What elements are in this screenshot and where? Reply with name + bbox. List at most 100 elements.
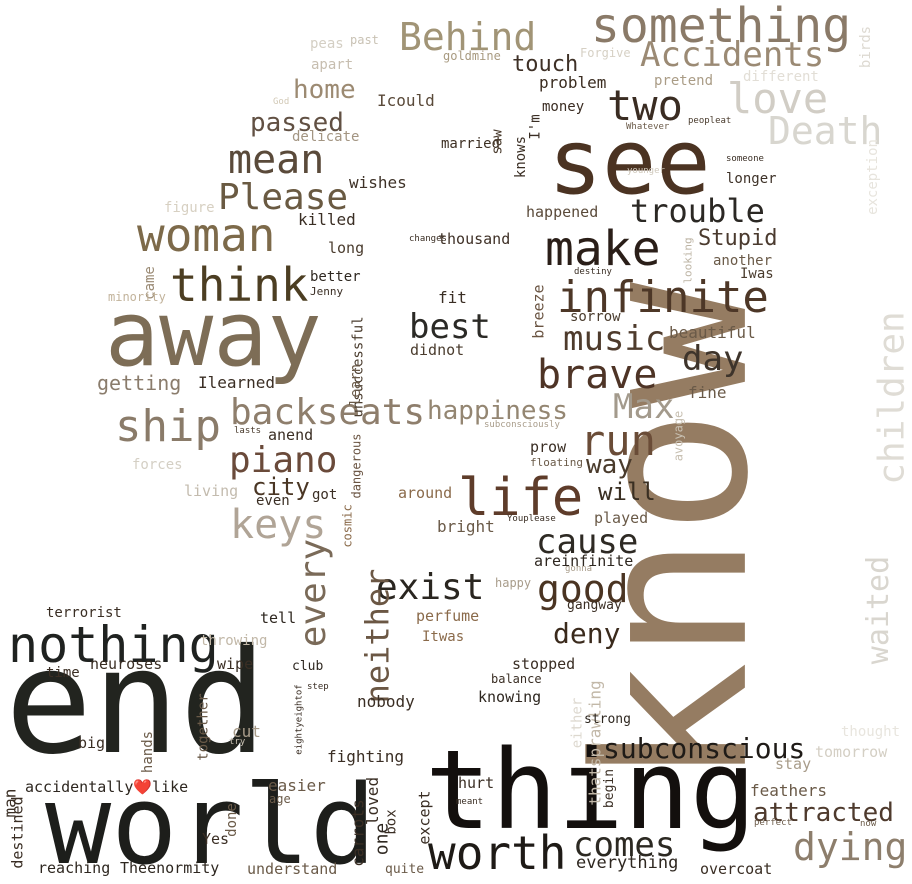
word-tell: tell xyxy=(260,609,297,627)
word-overcoat: overcoat xyxy=(700,860,773,878)
word-best: best xyxy=(409,307,491,347)
word-wipe: wipe xyxy=(217,655,254,673)
word-music: music xyxy=(563,319,666,359)
word-peopleat: peopleat xyxy=(688,116,732,126)
word-theenormity: Theenormity xyxy=(120,859,220,877)
word-exception: exception xyxy=(864,139,881,215)
word-one: one xyxy=(371,822,393,856)
word-money: money xyxy=(542,99,585,115)
word-forces: forces xyxy=(132,457,183,473)
word-problem: problem xyxy=(539,73,607,92)
word-perfect: perfect xyxy=(754,818,792,828)
word-hands: hands xyxy=(140,730,157,774)
word-happened: happened xyxy=(526,203,599,221)
word-home: home xyxy=(293,75,356,105)
word-balance: balance xyxy=(491,672,542,686)
word-think: think xyxy=(170,258,309,312)
word-goldmine: goldmine xyxy=(443,49,501,63)
word-dying: dying xyxy=(793,825,908,869)
word-god: God xyxy=(273,97,290,107)
word-long: long xyxy=(328,239,365,257)
word-lasts: lasts xyxy=(234,426,262,436)
word-either: either xyxy=(569,697,586,749)
word-birds: birds xyxy=(858,25,875,69)
word-every: every xyxy=(293,538,335,648)
word-happiness: happiness xyxy=(427,396,568,426)
word-time: time xyxy=(46,665,80,681)
word-max: Max xyxy=(613,387,675,427)
word-even: even xyxy=(256,493,290,509)
word-icould: Icould xyxy=(377,91,435,110)
word-sorrow: sorrow xyxy=(570,309,621,325)
word-make: make xyxy=(545,221,661,277)
word-terrorist: terrorist xyxy=(46,605,122,621)
word-together: together xyxy=(195,693,212,761)
word-everything: everything xyxy=(576,853,679,873)
word-looking: looking xyxy=(681,237,695,284)
word-stupid: Stupid xyxy=(698,226,778,251)
word-except: except xyxy=(415,790,434,845)
word-accidentally-like: accidentally❤️like xyxy=(25,778,189,796)
word-love: love xyxy=(727,74,829,123)
word-comes: comes xyxy=(573,825,676,865)
word-delicate: delicate xyxy=(292,129,360,145)
word-areinfinite: areinfinite xyxy=(534,552,634,570)
word-saw: saw xyxy=(489,129,506,155)
word-didnot: didnot xyxy=(410,341,465,359)
word-pretend: pretend xyxy=(654,73,714,89)
word-brave: brave xyxy=(537,352,658,398)
word-run: run xyxy=(580,416,656,465)
word-understand: understand xyxy=(247,860,338,878)
word-prow: prow xyxy=(530,438,567,456)
word-dangerous: dangerous xyxy=(349,433,364,499)
word-something: something xyxy=(591,0,852,54)
word-end: end xyxy=(5,618,267,787)
word-try: try xyxy=(229,737,246,747)
word-woman: woman xyxy=(137,208,276,262)
word-good: good xyxy=(537,567,629,611)
word-yes: Yes xyxy=(202,830,230,848)
word-married: married xyxy=(441,136,501,152)
word-tomorrow: tomorrow xyxy=(815,743,888,761)
word-children: children xyxy=(871,311,912,485)
word-knows: knows xyxy=(513,135,530,179)
word-i-m: I'm xyxy=(527,114,544,140)
word-thought: thought xyxy=(841,724,901,740)
word-cut: cut xyxy=(232,722,261,741)
word-big: big xyxy=(78,734,106,752)
word-away: away xyxy=(105,282,322,387)
word-exist: exist xyxy=(376,567,485,608)
word-forgive: Forgive xyxy=(580,46,631,60)
word-knowing: knowing xyxy=(478,688,542,706)
word-happy: happy xyxy=(495,576,532,590)
word-figure: figure xyxy=(164,200,215,216)
word-played: played xyxy=(594,509,649,527)
word-minority: minority xyxy=(108,290,166,304)
word-itwas: Itwas xyxy=(422,629,465,645)
word-nothing: nothing xyxy=(8,616,219,674)
word-throwing: throwing xyxy=(200,633,268,649)
word-getting: getting xyxy=(97,371,182,395)
word-longer: longer xyxy=(726,171,777,187)
word-attracted: attracted xyxy=(753,798,894,828)
word-apart: apart xyxy=(311,57,354,73)
word-ship: ship xyxy=(115,401,221,452)
word-thousand: thousand xyxy=(438,230,511,248)
word-fine: fine xyxy=(688,383,727,402)
word-reaching: reaching xyxy=(38,859,111,877)
word-day: day xyxy=(682,339,744,379)
word-backseats: backseats xyxy=(230,392,426,433)
word-fighting: fighting xyxy=(327,747,405,766)
word-stopped: stopped xyxy=(512,655,576,673)
word-nobody: nobody xyxy=(357,692,415,711)
word-waited: waited xyxy=(861,555,897,665)
word-two: two xyxy=(607,81,683,130)
word-carrots: carrots xyxy=(348,799,368,867)
word-whatever: Whatever xyxy=(626,122,670,132)
word-living: living xyxy=(184,482,239,500)
word-strong: strong xyxy=(584,712,631,727)
word-quite: quite xyxy=(385,862,425,877)
word-subconscious: subconscious xyxy=(603,732,806,765)
word-eightyeightof: eightyeightof xyxy=(294,684,305,755)
